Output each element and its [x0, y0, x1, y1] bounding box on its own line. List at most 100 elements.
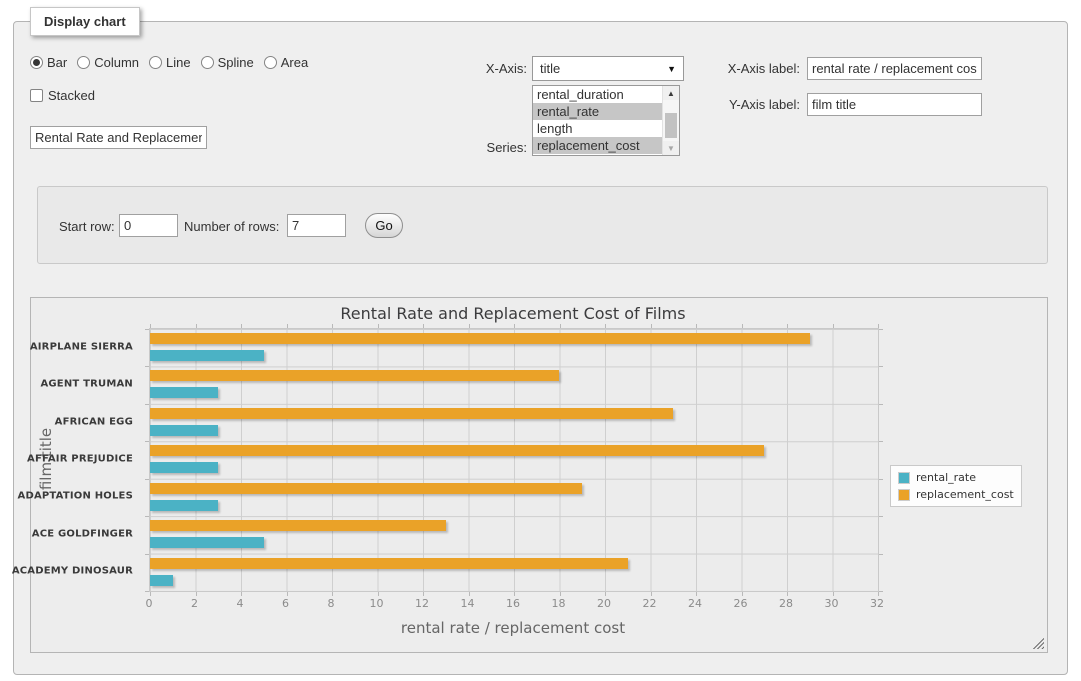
x-tick-mark	[878, 324, 879, 328]
x-tick-label: 30	[825, 597, 839, 610]
series-option-replacement_cost[interactable]: replacement_cost	[533, 137, 679, 154]
legend-label: replacement_cost	[916, 488, 1014, 501]
x-axis-title: rental rate / replacement cost	[149, 619, 877, 637]
radio-label: Column	[94, 55, 139, 70]
y-tick-mark	[145, 554, 149, 555]
category-label: ADAPTATION HOLES	[18, 491, 134, 502]
scroll-up-icon[interactable]: ▲	[663, 86, 679, 100]
series-listbox[interactable]: rental_durationrental_ratelengthreplacem…	[532, 85, 680, 156]
x-tick-mark	[423, 324, 424, 328]
x-tick-mark	[332, 324, 333, 328]
category-label: AGENT TRUMAN	[40, 379, 133, 390]
plot-grid	[149, 328, 879, 592]
legend-item: replacement_cost	[895, 486, 1017, 503]
series-options: rental_durationrental_ratelengthreplacem…	[533, 86, 679, 154]
chart-panel: Rental Rate and Replacement Cost of Film…	[30, 297, 1048, 653]
x-axis-select[interactable]: title ▼	[532, 56, 684, 81]
chart-title-input[interactable]	[30, 126, 207, 149]
chart-type-radios: Bar Column Line Spline Area	[30, 55, 308, 70]
x-tick-mark	[378, 324, 379, 328]
x-tick-mark	[332, 592, 333, 596]
radio-bar[interactable]: Bar	[30, 55, 67, 70]
legend-item: rental_rate	[895, 469, 1017, 486]
x-tick-mark	[469, 592, 470, 596]
go-button[interactable]: Go	[365, 213, 403, 238]
x-tick-label: 14	[461, 597, 475, 610]
radio-label: Line	[166, 55, 191, 70]
y-tick-mark	[145, 441, 149, 442]
x-tick-label: 16	[506, 597, 520, 610]
series-option-length[interactable]: length	[533, 120, 679, 137]
x-tick-mark	[787, 592, 788, 596]
x-tick-mark	[196, 592, 197, 596]
radio-label: Area	[281, 55, 308, 70]
listbox-scrollbar[interactable]: ▲ ▼	[662, 86, 679, 155]
legend-swatch-rental_rate	[898, 472, 910, 484]
bar-replacement_cost	[150, 445, 764, 456]
bar-rental_rate	[150, 537, 264, 548]
number-of-rows-input[interactable]	[287, 214, 346, 237]
radio-circle-icon	[201, 56, 214, 69]
x-tick-label: 0	[146, 597, 153, 610]
x-axis-label-input[interactable]	[807, 57, 982, 80]
radio-line[interactable]: Line	[149, 55, 191, 70]
y-tick-mark	[879, 366, 883, 367]
y-tick-mark	[145, 591, 149, 592]
start-row-input[interactable]	[119, 214, 178, 237]
x-axis-selected-value: title	[540, 61, 560, 76]
x-tick-label: 20	[597, 597, 611, 610]
bar-rental_rate	[150, 425, 218, 436]
x-tick-mark	[696, 324, 697, 328]
radio-circle-icon	[77, 56, 90, 69]
category-label: ACADEMY DINOSAUR	[12, 566, 133, 577]
x-tick-mark	[833, 592, 834, 596]
radio-column[interactable]: Column	[77, 55, 139, 70]
category-label: ACE GOLDFINGER	[32, 528, 133, 539]
y-tick-mark	[879, 516, 883, 517]
stacked-checkbox[interactable]: Stacked	[30, 88, 95, 103]
scrollbar-thumb[interactable]	[665, 113, 677, 138]
legend-swatch-replacement_cost	[898, 489, 910, 501]
category-label: AIRPLANE SIERRA	[30, 341, 133, 352]
radio-area[interactable]: Area	[264, 55, 308, 70]
x-tick-mark	[605, 592, 606, 596]
bar-replacement_cost	[150, 370, 559, 381]
x-axis-select-label: X-Axis:	[452, 61, 527, 76]
y-category-labels: AIRPLANE SIERRAAGENT TRUMANAFRICAN EGGAF…	[31, 328, 141, 590]
x-tick-mark	[287, 324, 288, 328]
radio-circle-icon	[30, 56, 43, 69]
radio-spline[interactable]: Spline	[201, 55, 254, 70]
series-option-rental_rate[interactable]: rental_rate	[533, 103, 679, 120]
x-tick-mark	[150, 592, 151, 596]
dropdown-arrow-icon: ▼	[667, 64, 676, 74]
radio-circle-icon	[149, 56, 162, 69]
x-tick-mark	[423, 592, 424, 596]
y-tick-mark	[879, 591, 883, 592]
scroll-down-icon[interactable]: ▼	[663, 141, 679, 155]
y-tick-mark	[879, 554, 883, 555]
category-label: AFFAIR PREJUDICE	[27, 454, 133, 465]
x-tick-mark	[514, 592, 515, 596]
bar-replacement_cost	[150, 483, 582, 494]
y-tick-mark	[145, 366, 149, 367]
x-tick-label: 12	[415, 597, 429, 610]
x-tick-label: 28	[779, 597, 793, 610]
bar-replacement_cost	[150, 558, 628, 569]
y-axis-label-input[interactable]	[807, 93, 982, 116]
chart-title: Rental Rate and Replacement Cost of Film…	[149, 304, 877, 323]
bar-rental_rate	[150, 462, 218, 473]
radio-circle-icon	[264, 56, 277, 69]
x-tick-mark	[287, 592, 288, 596]
panel-title: Display chart	[30, 7, 140, 36]
legend-items: rental_rate replacement_cost	[895, 469, 1017, 503]
series-option-rental_duration[interactable]: rental_duration	[533, 86, 679, 103]
x-tick-mark	[651, 324, 652, 328]
checkbox-icon	[30, 89, 43, 102]
bar-replacement_cost	[150, 333, 810, 344]
x-tick-mark	[241, 592, 242, 596]
x-tick-mark	[469, 324, 470, 328]
stacked-label: Stacked	[48, 88, 95, 103]
resize-handle-icon[interactable]	[1032, 637, 1044, 649]
x-tick-mark	[878, 592, 879, 596]
x-tick-label: 6	[282, 597, 289, 610]
